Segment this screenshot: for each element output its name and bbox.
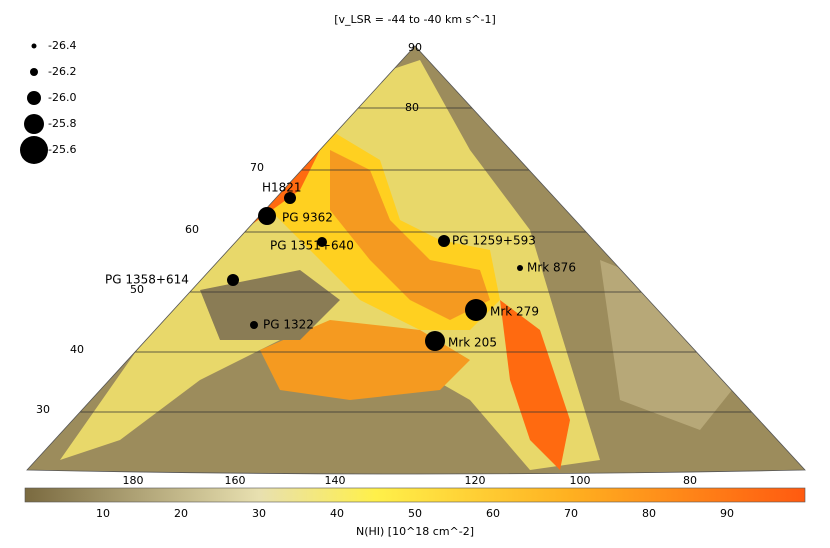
- longitude-label: 160: [225, 474, 246, 487]
- latitude-label: 60: [185, 223, 199, 236]
- latitude-label: 50: [130, 283, 144, 296]
- source-label: PG 1259+593: [452, 234, 536, 248]
- labels: 90 80 70 60 50 40 30 180 160 140 120 100 80 10 20 30 40 5…: [36, 41, 734, 520]
- colorbar-tick-label: 90: [720, 507, 734, 520]
- longitude-label: 180: [123, 474, 144, 487]
- legend-dot: [24, 114, 44, 134]
- longitude-label: 80: [683, 474, 697, 487]
- source-label: PG 1358+614: [105, 273, 189, 287]
- legend-dot: [31, 43, 37, 49]
- latitude-label: 70: [250, 161, 264, 174]
- legend-label: -25.8: [48, 117, 76, 130]
- colorbar-label: N(HI) [10^18 cm^-2]: [356, 525, 474, 538]
- source-label: PG 9362: [282, 211, 333, 225]
- colorbar: [24, 487, 806, 503]
- colorbar-tick-label: 60: [486, 507, 500, 520]
- source-dots: [227, 192, 523, 351]
- legend-label: -26.4: [48, 39, 76, 52]
- longitude-label: 100: [570, 474, 591, 487]
- map-title: [v_LSR = -44 to -40 km s^-1]: [334, 13, 496, 26]
- latitude-label: 40: [70, 343, 84, 356]
- source-label: PG 1351+640: [270, 239, 354, 253]
- source-dot: [517, 265, 523, 271]
- map-outline: [26, 45, 806, 475]
- legend-label: -25.6: [48, 143, 76, 156]
- source-dot: [465, 299, 487, 321]
- colorbar-tick-label: 30: [252, 507, 266, 520]
- latitude-label: 90: [408, 41, 422, 54]
- colorbar-tick-label: 70: [564, 507, 578, 520]
- legend-label: -26.2: [48, 65, 76, 78]
- source-label: PG 1322: [263, 318, 314, 332]
- legend-dot: [20, 136, 48, 164]
- source-dot: [284, 192, 296, 204]
- legend-dot: [27, 91, 41, 105]
- longitude-label: 120: [465, 474, 486, 487]
- colorbar-tick-label: 20: [174, 507, 188, 520]
- legend: -26.4 -26.2 -26.0 -25.8 -25.6: [20, 39, 76, 164]
- latitude-label: 80: [405, 101, 419, 114]
- source-dot: [258, 207, 276, 225]
- legend-label: -26.0: [48, 91, 76, 104]
- colorbar-tick-label: 40: [330, 507, 344, 520]
- source-label: H1821: [262, 181, 302, 195]
- source-dot: [227, 274, 239, 286]
- colorbar-tick-label: 10: [96, 507, 110, 520]
- column-density-map: [27, 46, 805, 474]
- source-dot: [250, 321, 258, 329]
- source-label: Mrk 279: [490, 305, 539, 319]
- longitude-label: 140: [325, 474, 346, 487]
- source-dot: [425, 331, 445, 351]
- source-label: Mrk 205: [448, 336, 497, 350]
- colorbar-tick-label: 50: [408, 507, 422, 520]
- latitude-label: 30: [36, 403, 50, 416]
- source-label: Mrk 876: [527, 261, 576, 275]
- colorbar-tick-label: 80: [642, 507, 656, 520]
- source-dot: [438, 235, 450, 247]
- source-dot: [317, 237, 327, 247]
- legend-dot: [30, 68, 38, 76]
